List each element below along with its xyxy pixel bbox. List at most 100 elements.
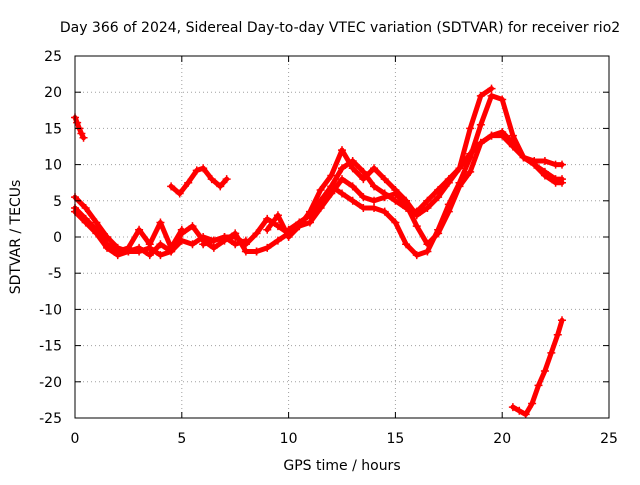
data-point — [192, 166, 201, 175]
data-point — [412, 251, 421, 260]
x-tick-label: 0 — [71, 431, 80, 447]
data-point — [199, 164, 208, 173]
data-point — [273, 211, 282, 220]
data-point — [338, 189, 346, 198]
data-point — [222, 175, 231, 184]
data-point — [402, 196, 411, 205]
data-point — [476, 91, 485, 100]
series-arc-8 — [263, 84, 496, 241]
y-tick-label: 15 — [44, 121, 62, 137]
data-point — [508, 131, 517, 140]
x-axis-title: GPS time / hours — [283, 458, 400, 474]
data-point — [423, 247, 432, 256]
x-tick-label: 25 — [600, 431, 618, 447]
data-point — [252, 247, 261, 256]
data-point — [466, 167, 475, 176]
data-point — [338, 146, 346, 155]
data-point — [540, 167, 549, 176]
data-point — [156, 218, 165, 227]
data-point — [167, 247, 176, 256]
data-point — [209, 236, 218, 245]
x-tick-label: 5 — [177, 431, 186, 447]
series-arc-10 — [508, 316, 567, 419]
data-point — [284, 233, 293, 241]
data-point — [81, 218, 90, 227]
data-point — [466, 153, 475, 162]
data-point — [391, 196, 400, 205]
data-point — [455, 164, 464, 173]
data-point — [316, 185, 325, 194]
data-point — [241, 240, 250, 249]
data-point — [359, 167, 368, 176]
data-point — [79, 133, 88, 142]
axis-ticks — [74, 55, 610, 419]
y-tick-label: -10 — [39, 302, 62, 318]
data-point — [558, 175, 567, 184]
data-point — [423, 204, 432, 213]
data-point — [145, 251, 154, 260]
data-point — [519, 153, 528, 162]
data-point — [455, 178, 464, 187]
data-point — [338, 164, 346, 173]
data-point — [380, 175, 389, 184]
data-point — [113, 251, 122, 260]
data-point — [188, 222, 197, 231]
data-point — [177, 229, 186, 238]
data-point — [92, 218, 101, 227]
data-point — [498, 128, 507, 137]
data-point — [359, 175, 368, 184]
data-point — [540, 156, 549, 165]
y-tick-label: 20 — [44, 85, 62, 101]
series-line — [254, 129, 565, 254]
data-point — [231, 233, 240, 241]
data-point — [252, 229, 261, 238]
data-point — [167, 182, 176, 191]
data-point — [207, 175, 216, 184]
y-tick-label: -5 — [48, 266, 62, 282]
data-point — [498, 95, 507, 104]
data-point — [316, 196, 325, 205]
data-point — [156, 240, 165, 249]
data-point — [412, 211, 421, 220]
data-point — [530, 160, 539, 169]
data-point — [220, 233, 229, 241]
data-point — [359, 204, 368, 213]
y-tick-label: 0 — [53, 230, 62, 246]
data-point — [92, 229, 101, 238]
data-point — [476, 120, 485, 129]
data-point — [391, 218, 400, 227]
data-point — [412, 222, 421, 231]
data-point — [263, 243, 272, 252]
data-point — [521, 410, 530, 419]
data-point — [184, 178, 193, 187]
data-point — [476, 138, 485, 147]
data-point — [466, 124, 475, 133]
y-tick-label: -25 — [39, 411, 62, 427]
data-point — [145, 243, 154, 252]
data-point — [305, 218, 314, 227]
data-point — [338, 175, 346, 184]
x-tick-label: 10 — [280, 431, 298, 447]
data-point — [370, 164, 379, 173]
data-point — [199, 240, 208, 249]
data-point — [558, 160, 567, 169]
data-point — [528, 399, 537, 408]
data-point — [124, 247, 133, 256]
data-point — [81, 204, 90, 213]
data-point — [380, 193, 389, 202]
data-point — [231, 240, 240, 249]
data-point — [295, 218, 304, 227]
data-point — [216, 182, 225, 191]
data-point — [402, 240, 411, 249]
data-point — [73, 118, 82, 127]
data-point — [558, 316, 567, 325]
data-point — [434, 225, 443, 234]
y-tick-label: 25 — [44, 49, 62, 65]
data-point — [553, 330, 562, 339]
data-point — [487, 91, 496, 100]
data-point — [103, 243, 112, 252]
data-point — [327, 171, 336, 180]
data-point — [370, 204, 379, 213]
data-point — [175, 189, 184, 198]
